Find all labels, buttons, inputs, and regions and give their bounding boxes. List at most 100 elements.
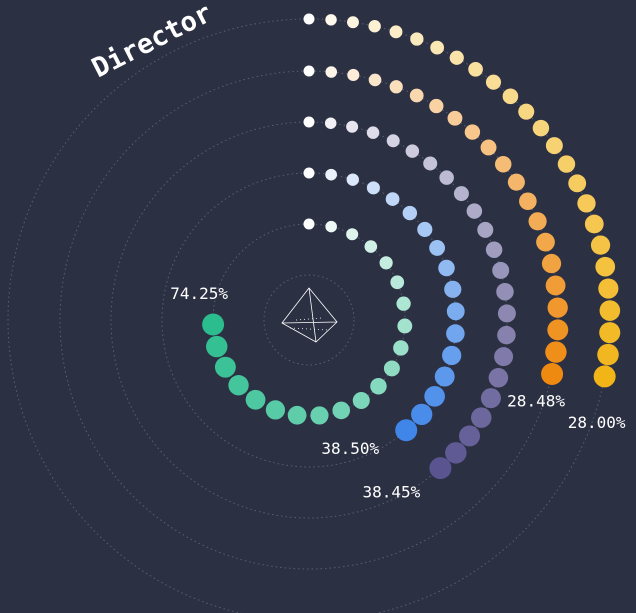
dot bbox=[366, 126, 380, 139]
dot bbox=[411, 403, 433, 426]
dot bbox=[303, 218, 315, 230]
dot bbox=[536, 232, 555, 252]
dot bbox=[599, 322, 621, 344]
dot bbox=[519, 192, 537, 211]
dot bbox=[599, 300, 621, 321]
dot bbox=[446, 302, 465, 321]
dot bbox=[497, 304, 516, 323]
dot bbox=[438, 259, 455, 277]
dot bbox=[442, 345, 462, 366]
dot bbox=[488, 368, 509, 388]
dot bbox=[397, 318, 413, 334]
dot bbox=[417, 221, 433, 238]
dot bbox=[379, 256, 393, 270]
dot bbox=[405, 144, 420, 158]
dot bbox=[303, 116, 315, 128]
dot bbox=[597, 343, 619, 366]
dot bbox=[245, 389, 266, 410]
dot bbox=[507, 173, 525, 191]
dot bbox=[389, 25, 403, 39]
dot bbox=[325, 66, 338, 78]
dot bbox=[214, 356, 236, 378]
dot bbox=[347, 68, 360, 82]
dot bbox=[202, 313, 225, 336]
chart-title: Director bbox=[87, 0, 217, 84]
dot bbox=[480, 388, 501, 409]
dot bbox=[429, 240, 446, 256]
dot bbox=[346, 228, 359, 241]
value-label: 28.00% bbox=[568, 413, 626, 432]
dot bbox=[366, 181, 380, 195]
dot bbox=[434, 366, 455, 387]
dot bbox=[480, 139, 497, 156]
dot bbox=[395, 419, 418, 442]
dot bbox=[352, 392, 370, 410]
dot bbox=[368, 20, 381, 33]
dot bbox=[518, 103, 535, 120]
dot bbox=[497, 325, 516, 345]
dot bbox=[390, 275, 405, 290]
dot bbox=[595, 256, 616, 277]
dot bbox=[265, 400, 286, 420]
dot bbox=[496, 282, 514, 301]
dot bbox=[310, 406, 329, 425]
dot bbox=[393, 340, 409, 356]
dot bbox=[464, 124, 481, 140]
dot bbox=[303, 167, 315, 179]
dot bbox=[364, 240, 378, 253]
dot bbox=[471, 407, 492, 428]
dot bbox=[447, 110, 463, 126]
dot bbox=[593, 365, 616, 388]
dot bbox=[325, 14, 337, 26]
dot bbox=[547, 319, 569, 341]
dot bbox=[468, 61, 483, 77]
dot bbox=[402, 205, 418, 221]
dot bbox=[547, 297, 568, 318]
dot bbox=[545, 275, 566, 296]
dot bbox=[453, 186, 469, 202]
dot bbox=[347, 16, 359, 29]
dot bbox=[444, 280, 462, 298]
dot bbox=[368, 73, 382, 87]
dot bbox=[528, 212, 547, 231]
dot bbox=[532, 119, 550, 137]
dot bbox=[303, 13, 315, 25]
dot bbox=[389, 80, 403, 94]
dot bbox=[446, 324, 465, 343]
dot bbox=[424, 386, 445, 407]
dot bbox=[492, 261, 510, 279]
dot bbox=[228, 375, 249, 396]
dot bbox=[325, 220, 337, 233]
dot bbox=[332, 401, 351, 420]
dot bbox=[477, 221, 494, 238]
value-label: 28.48% bbox=[507, 392, 565, 411]
dot bbox=[584, 214, 604, 234]
dot bbox=[206, 335, 228, 358]
dot bbox=[545, 341, 567, 363]
ring-guide bbox=[263, 274, 355, 366]
dot bbox=[568, 174, 587, 193]
dot-arc bbox=[303, 13, 621, 388]
dot bbox=[459, 425, 481, 447]
dot bbox=[303, 65, 315, 77]
dot bbox=[557, 155, 576, 173]
dot bbox=[346, 120, 359, 133]
center-icon bbox=[281, 287, 338, 343]
dot bbox=[370, 378, 387, 395]
value-label: 38.45% bbox=[363, 483, 421, 502]
dot bbox=[439, 170, 454, 185]
dot bbox=[410, 32, 424, 46]
value-label: 38.50% bbox=[321, 439, 379, 458]
dot bbox=[545, 137, 563, 155]
dot bbox=[598, 278, 619, 299]
dot bbox=[494, 155, 512, 173]
value-label: 74.25% bbox=[170, 284, 228, 303]
dot-arc bbox=[202, 218, 413, 425]
dot bbox=[466, 203, 483, 219]
dot bbox=[396, 296, 411, 311]
dot bbox=[429, 98, 444, 114]
dot bbox=[494, 347, 514, 367]
dot bbox=[346, 173, 359, 186]
